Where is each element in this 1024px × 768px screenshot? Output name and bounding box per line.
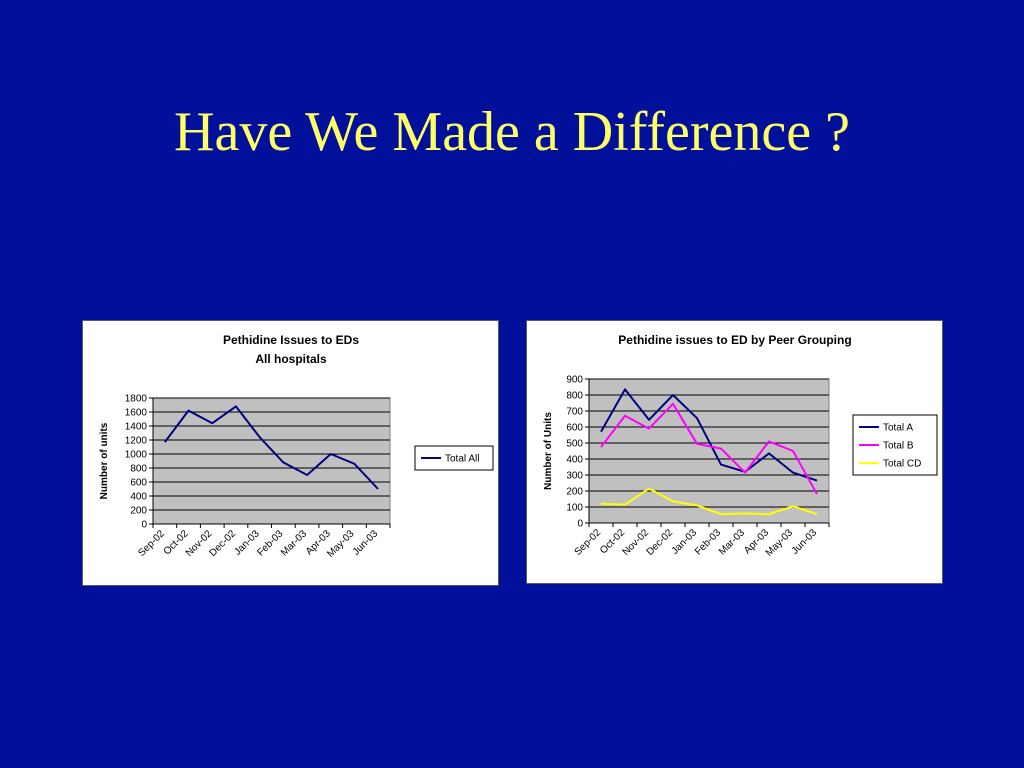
chart-title: Pethidine issues to ED by Peer Grouping xyxy=(618,333,851,347)
y-tick-label: 200 xyxy=(130,506,147,517)
y-tick-label: 700 xyxy=(566,407,583,418)
x-tick-label: Jun-03 xyxy=(790,527,820,557)
legend-label: Total B xyxy=(883,441,914,452)
y-tick-label: 800 xyxy=(566,391,583,402)
x-tick-label: Sep-02 xyxy=(136,528,167,559)
y-tick-label: 1000 xyxy=(125,450,148,461)
y-tick-label: 800 xyxy=(130,464,147,475)
y-tick-label: 1200 xyxy=(125,436,148,447)
x-tick-label: Mar-03 xyxy=(717,527,747,557)
chart-peer-grouping: Pethidine issues to ED by Peer Grouping 0… xyxy=(543,333,938,559)
y-tick-label: 300 xyxy=(566,471,583,482)
y-tick-label: 0 xyxy=(577,519,583,530)
x-tick-label: Jun-03 xyxy=(351,528,381,558)
y-tick-label: 400 xyxy=(130,492,147,503)
chart-subtitle: All hospitals xyxy=(255,352,327,366)
y-tick-label: 0 xyxy=(141,520,147,531)
chart-panel-all-hospitals: Pethidine Issues to EDs All hospitals 0 200… xyxy=(82,320,499,586)
plot-area xyxy=(588,378,830,524)
legend-label: Total CD xyxy=(883,459,921,470)
series-line-total-cd xyxy=(600,487,818,516)
x-tick-label: Sep-02 xyxy=(573,527,604,558)
x-tick-label: Dec-02 xyxy=(207,528,238,559)
y-axis-label: Number of units xyxy=(99,422,110,499)
chart-all-hospitals: Pethidine Issues to EDs All hospitals 0 200… xyxy=(99,333,494,560)
x-tick-label: May-03 xyxy=(764,527,796,559)
y-tick-label: 1800 xyxy=(125,394,148,405)
chart-title: Pethidine Issues to EDs xyxy=(223,333,359,347)
x-tick-label: Dec-02 xyxy=(645,527,676,558)
series-line-total-b xyxy=(600,402,818,495)
y-tick-label: 400 xyxy=(566,455,583,466)
legend-label: Total A xyxy=(883,423,913,434)
y-tick-label: 1400 xyxy=(125,422,148,433)
series-line-total-all xyxy=(164,405,379,490)
y-tick-label: 600 xyxy=(130,478,147,489)
y-tick-label: 100 xyxy=(566,503,583,514)
x-tick-label: Mar-03 xyxy=(279,528,309,558)
y-tick-label: 1600 xyxy=(125,408,148,419)
y-tick-label: 900 xyxy=(566,375,583,386)
series-line-total-a xyxy=(600,388,818,482)
y-axis-label: Number of Units xyxy=(543,412,554,490)
y-tick-label: 500 xyxy=(566,439,583,450)
legend-label: Total All xyxy=(445,454,479,465)
y-tick-label: 200 xyxy=(566,487,583,498)
slide-title: Have We Made a Difference ? xyxy=(174,101,850,163)
x-tick-label: May-03 xyxy=(325,528,357,560)
y-tick-label: 600 xyxy=(566,423,583,434)
plot-area xyxy=(152,397,391,525)
chart-panel-peer-grouping: Pethidine issues to ED by Peer Grouping 0… xyxy=(526,320,943,584)
